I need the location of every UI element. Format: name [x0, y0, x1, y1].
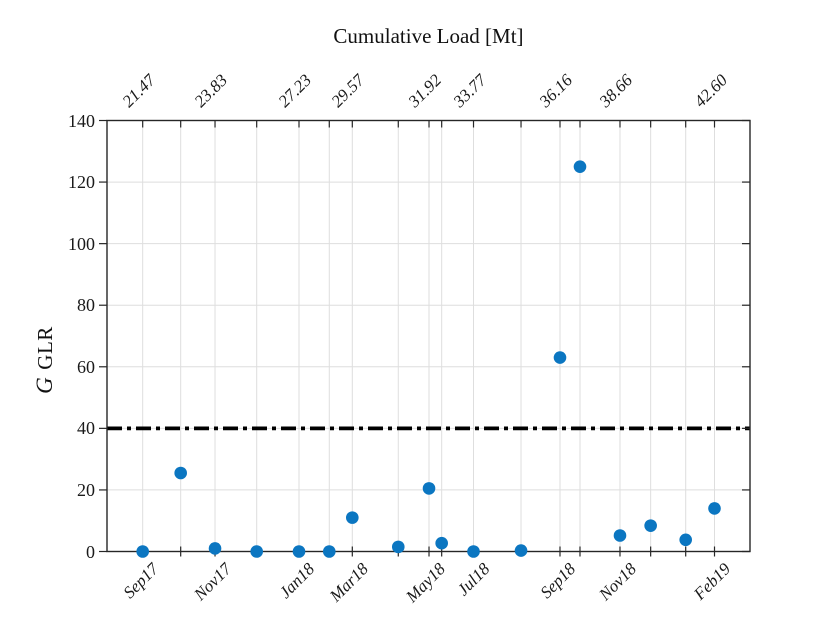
data-point: [613, 529, 627, 542]
data-point: [679, 533, 692, 547]
data-point: [573, 160, 587, 173]
data-point: [467, 545, 480, 558]
ytick-label: 140: [68, 110, 95, 131]
data-point: [435, 536, 448, 550]
data-point: [514, 544, 528, 557]
ytick-label: 0: [86, 541, 95, 562]
data-point: [644, 519, 657, 532]
data-point: [422, 482, 436, 495]
ytick-label: 80: [77, 295, 95, 316]
data-point: [346, 511, 359, 524]
data-point: [136, 545, 149, 558]
data-point: [292, 545, 306, 558]
ytick-label: 120: [68, 172, 95, 193]
top-axis-title: Cumulative Load [Mt]: [333, 24, 524, 48]
ytick-label: 100: [68, 233, 95, 254]
data-point: [322, 545, 336, 558]
data-point: [208, 542, 222, 555]
ytick-label: 60: [77, 356, 95, 377]
ytick-label: 40: [77, 418, 95, 439]
data-point: [708, 502, 721, 515]
data-point: [250, 545, 263, 558]
data-point: [553, 351, 567, 364]
ytick-label: 20: [77, 479, 95, 500]
data-point: [174, 466, 187, 480]
data-point: [391, 540, 405, 554]
